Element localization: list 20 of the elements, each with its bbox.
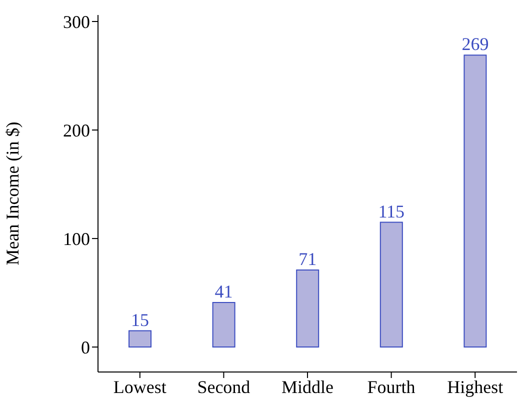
y-axis-title: Mean Income (in $) (2, 122, 22, 266)
y-tick-label: 200 (63, 120, 90, 140)
x-tick-label: Highest (447, 376, 504, 397)
bar (128, 330, 152, 348)
x-tick-label: Second (197, 376, 250, 397)
data-label: 269 (462, 34, 489, 54)
bar (296, 270, 320, 348)
bar (464, 54, 487, 348)
x-tick-label: Lowest (113, 376, 166, 397)
bar (380, 222, 403, 348)
y-tick-label: 0 (81, 337, 90, 358)
x-tick-label: Middle (282, 376, 334, 397)
y-tick-label: 100 (63, 228, 90, 249)
x-tick-label: Fourth (367, 376, 416, 397)
data-label: 115 (378, 201, 405, 222)
y-tick-label: 300 (63, 12, 90, 32)
data-label: 71 (298, 249, 317, 269)
bar (212, 302, 236, 348)
data-label: 15 (131, 310, 149, 330)
data-label: 41 (214, 282, 233, 302)
